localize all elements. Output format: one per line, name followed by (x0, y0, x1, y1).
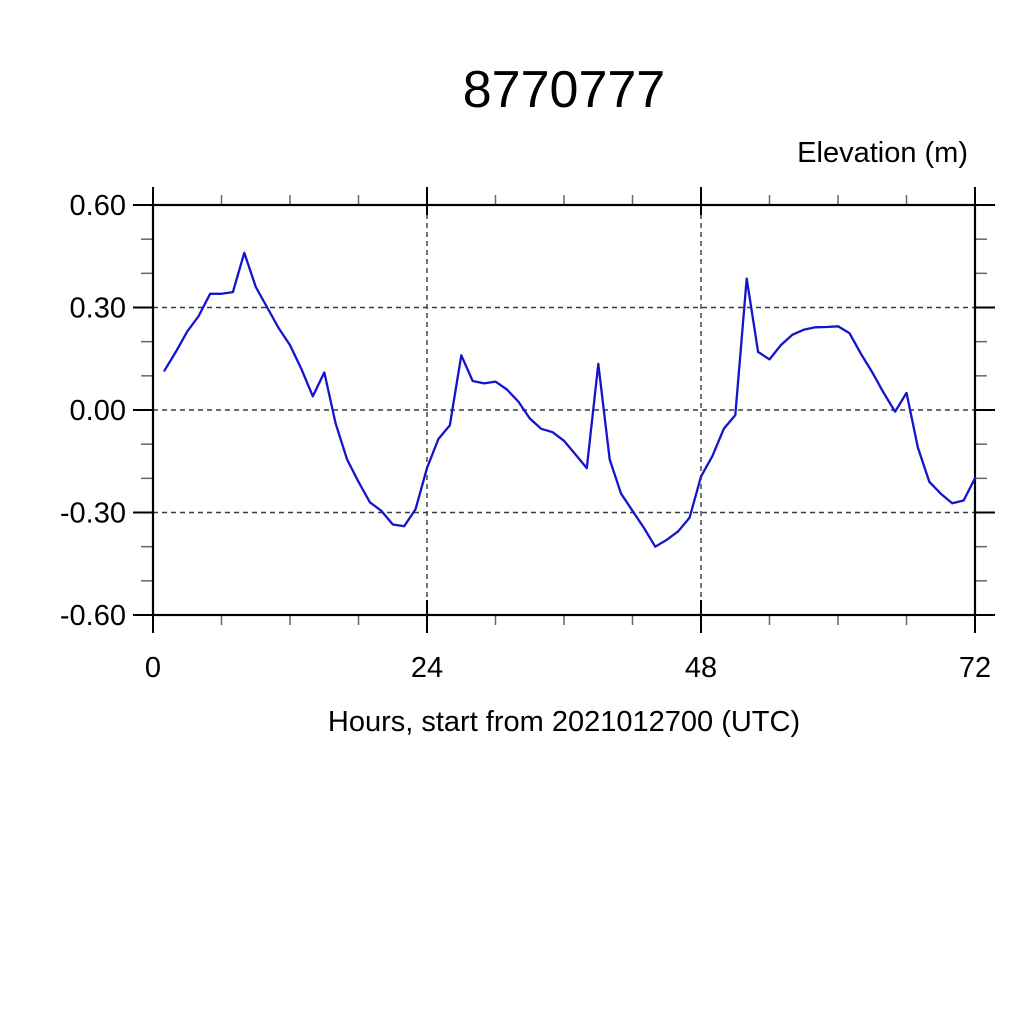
plot-frame (151, 203, 977, 617)
axis-ticks (133, 187, 995, 633)
y-tick-label: -0.30 (60, 498, 126, 530)
gridlines (153, 204, 975, 616)
elevation-line (163, 251, 977, 548)
x-tick-label: 0 (145, 652, 161, 684)
x-tick-label: 72 (959, 652, 991, 684)
y-axis-label: Elevation (m) (797, 137, 968, 169)
data-line-layer (163, 251, 977, 548)
y-tick-label: 0.00 (70, 395, 126, 427)
y-tick-label: -0.60 (60, 600, 126, 632)
x-axis-label: Hours, start from 2021012700 (UTC) (328, 706, 800, 738)
y-tick-label: 0.30 (70, 293, 126, 325)
x-tick-label: 48 (685, 652, 717, 684)
y-tick-label: 0.60 (70, 190, 126, 222)
chart-title: 8770777 (463, 61, 665, 119)
x-tick-label: 24 (411, 652, 443, 684)
frame-rect (151, 203, 977, 617)
tick-labels: 0.60 0.30 0.00 -0.30 -0.60 0 24 48 72 (60, 190, 991, 684)
